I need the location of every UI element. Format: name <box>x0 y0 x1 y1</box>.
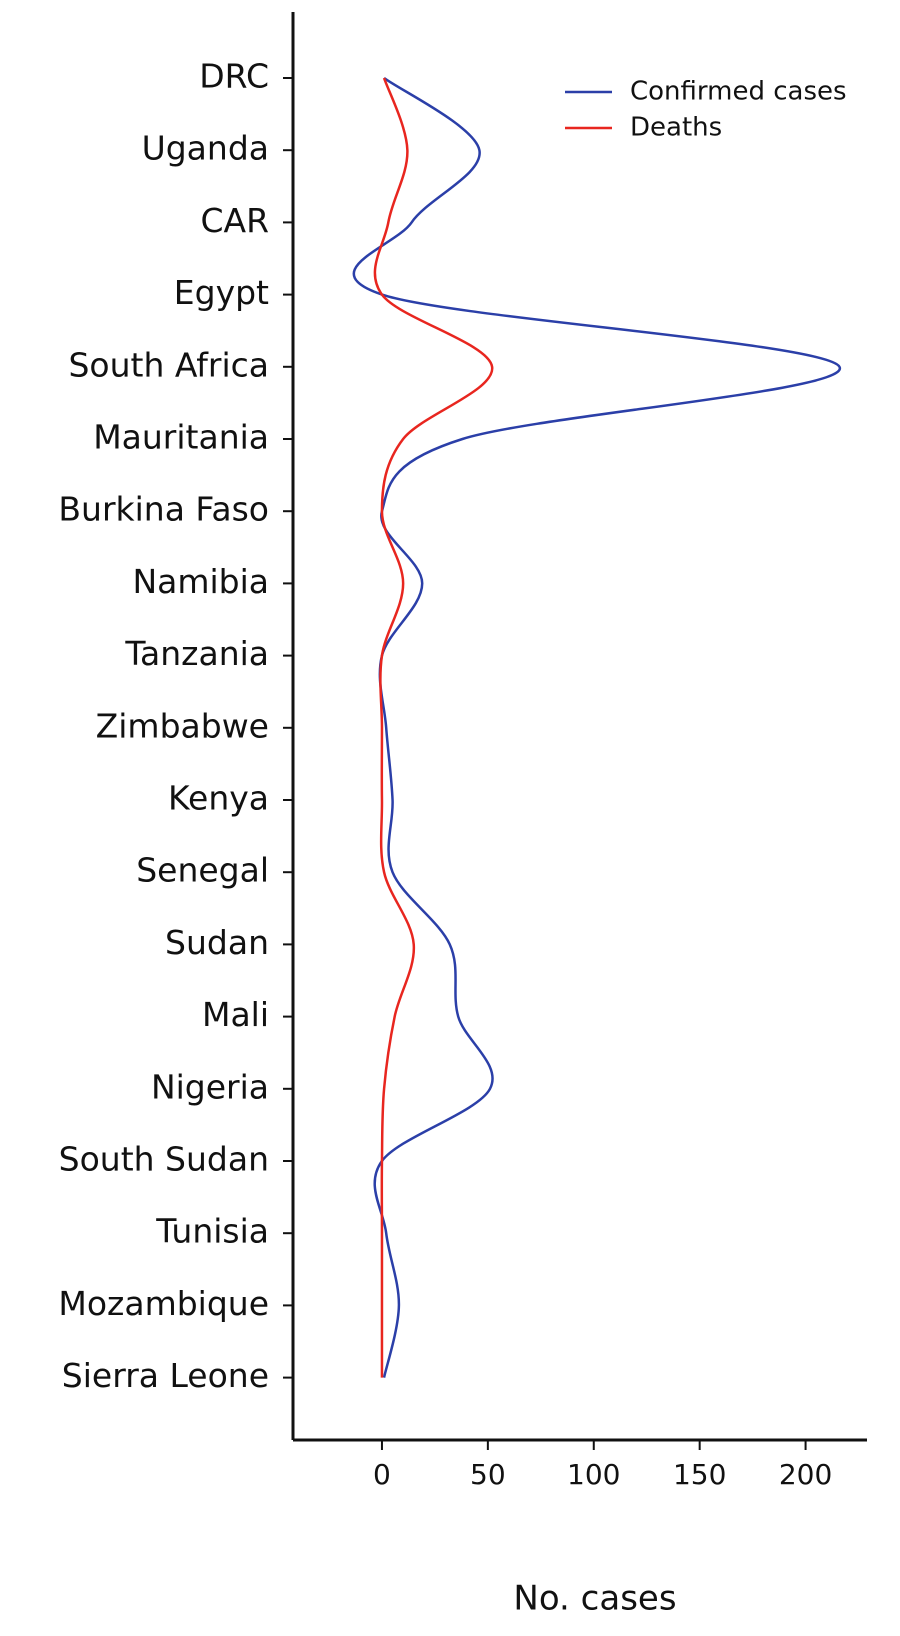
y-tick-label: DRC <box>199 57 269 96</box>
x-tick-label: 0 <box>373 1458 391 1491</box>
y-tick-label: Tanzania <box>124 634 269 673</box>
x-axis-label: No. cases <box>513 1579 676 1619</box>
y-tick-label: Kenya <box>168 779 269 818</box>
line-series <box>352 77 841 1378</box>
y-tick-label: Mozambique <box>58 1284 269 1323</box>
y-tick-label: South Sudan <box>59 1140 269 1179</box>
y-tick-label: Burkina Faso <box>58 490 269 529</box>
line-series <box>373 77 494 1378</box>
x-tick-label: 200 <box>779 1458 832 1491</box>
legend-label: Deaths <box>630 113 722 143</box>
y-tick-label: Egypt <box>174 273 269 312</box>
y-tick-label: Sierra Leone <box>62 1356 269 1395</box>
y-tick-label: Zimbabwe <box>96 706 269 745</box>
y-tick-label: Uganda <box>142 129 269 168</box>
x-tick-label: 150 <box>673 1458 726 1491</box>
y-tick-label: Tunisia <box>155 1212 269 1251</box>
y-tick-label: Nigeria <box>151 1067 269 1106</box>
y-tick-label: Sudan <box>165 923 269 962</box>
y-tick-label: CAR <box>200 201 269 240</box>
y-tick-label: Mali <box>202 995 269 1034</box>
y-tick-label: Senegal <box>136 851 269 890</box>
y-tick-label: Namibia <box>132 562 269 601</box>
x-tick-label: 100 <box>567 1458 620 1491</box>
legend-label: Confirmed cases <box>630 77 847 107</box>
y-tick-label: Mauritania <box>93 418 269 457</box>
x-tick-label: 50 <box>470 1458 506 1491</box>
y-tick-label: South Africa <box>68 345 269 384</box>
